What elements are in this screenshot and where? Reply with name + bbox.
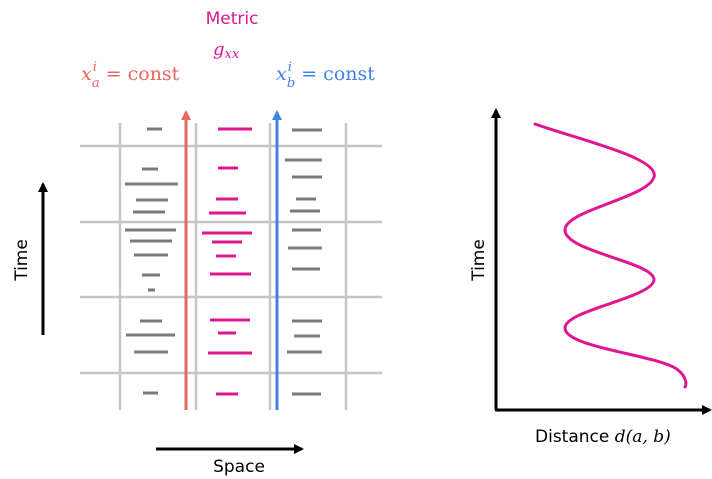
metric-dashes <box>202 127 252 396</box>
metric-symbol-subscript: xx <box>225 47 240 62</box>
time-axis-label: Time <box>12 239 32 282</box>
worldline-b-label: xi b = const <box>276 60 375 91</box>
gray-dashes-left <box>125 127 178 395</box>
space-axis-label: Space <box>213 457 265 477</box>
worldline-a-label: xi a = const <box>81 60 180 91</box>
spacetime-grid <box>80 123 382 410</box>
distance-curve <box>533 122 688 389</box>
distance-axis-label: Distance d(a, b) <box>535 427 671 447</box>
metric-symbol-g: g <box>213 39 225 60</box>
gray-dashes-right <box>285 128 322 396</box>
metric-title: Metric <box>206 9 259 29</box>
distance-plot-time-label: Time <box>469 239 489 282</box>
metric-symbol: gxx <box>213 39 240 62</box>
